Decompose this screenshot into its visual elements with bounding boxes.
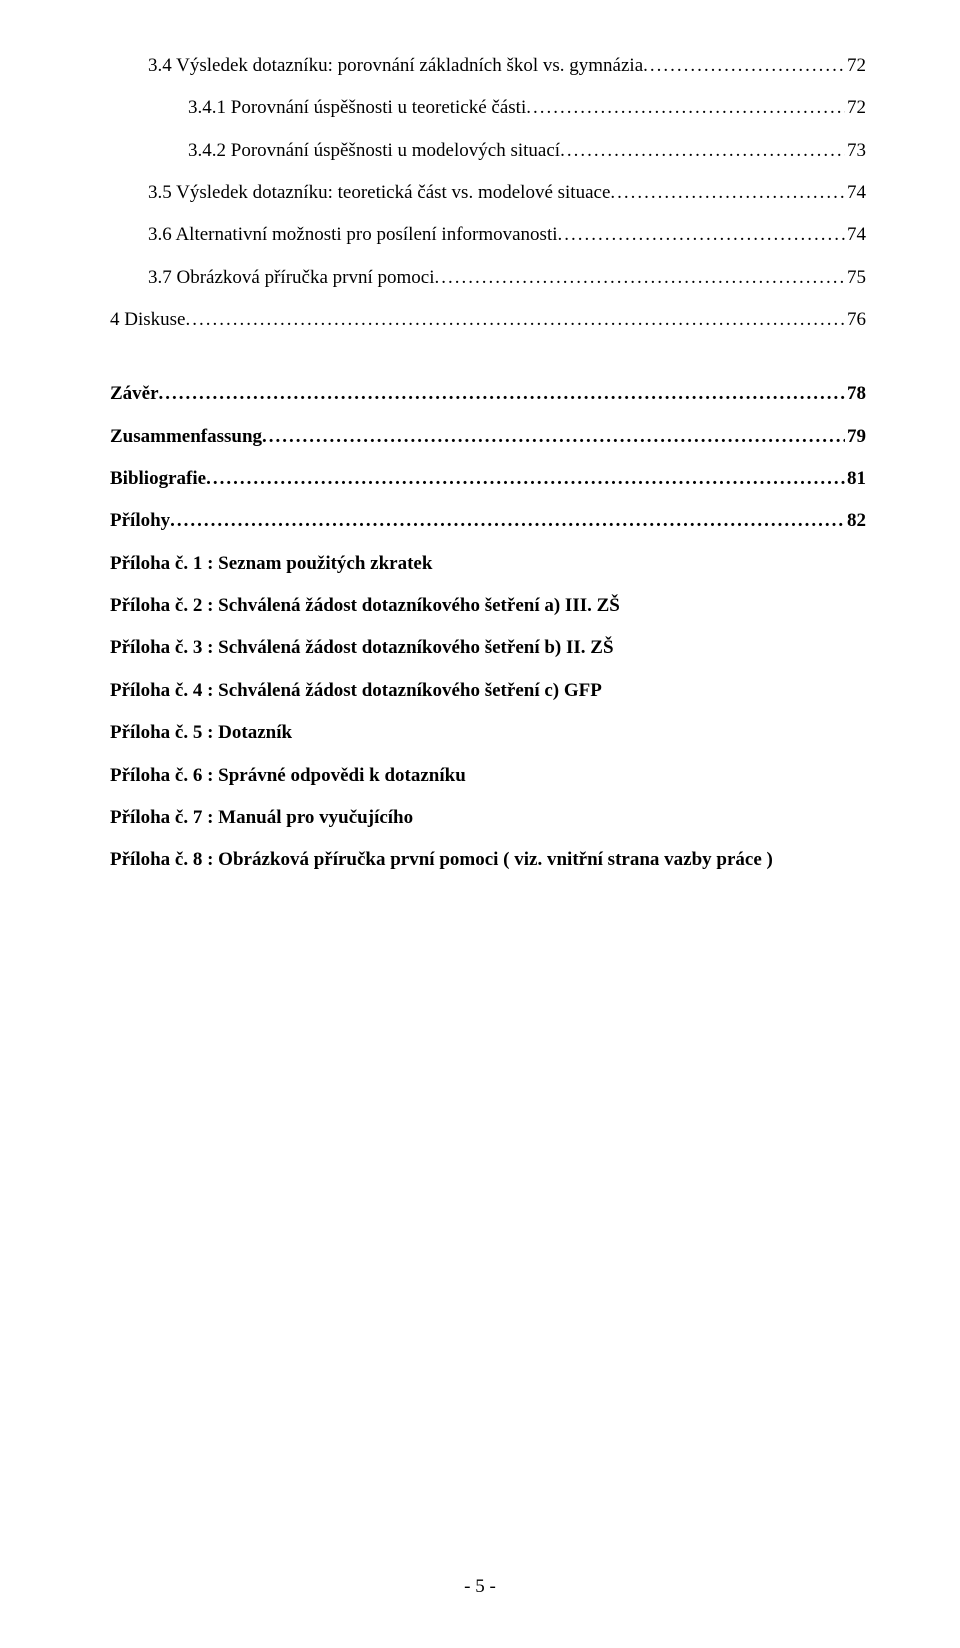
- toc-section-bold: Závěr 78 Zusammenfassung 79 Bibliografie 81 Př…: [110, 378, 866, 536]
- toc-line: 3.7 Obrázková příručka první pomoci 75: [110, 262, 866, 293]
- toc-leader-dots: [526, 92, 845, 123]
- toc-label: 3.5 Výsledek dotazníku: teoretická část …: [148, 177, 610, 208]
- attachment-line: Příloha č. 4 : Schválená žádost dotazník…: [110, 675, 866, 706]
- toc-leader-dots: [185, 304, 845, 335]
- attachments-list: Příloha č. 1 : Seznam použitých zkratek P…: [110, 548, 866, 876]
- attachment-line: Příloha č. 8 : Obrázková příručka první …: [110, 844, 866, 875]
- toc-page-number: 74: [845, 177, 866, 208]
- toc-line: 3.6 Alternativní možnosti pro posílení i…: [110, 219, 866, 250]
- toc-leader-dots: [558, 219, 845, 250]
- attachment-line: Příloha č. 6 : Správné odpovědi k dotazn…: [110, 760, 866, 791]
- toc-page-number: 72: [845, 50, 866, 81]
- toc-label: Přílohy: [110, 505, 170, 536]
- toc-line: Přílohy 82: [110, 505, 866, 536]
- toc-label: Bibliografie: [110, 463, 206, 494]
- toc-page-number: 81: [845, 463, 866, 494]
- document-page: 3.4 Výsledek dotazníku: porovnání základ…: [0, 0, 960, 1648]
- toc-page-number: 76: [845, 304, 866, 335]
- toc-leader-dots: [435, 262, 846, 293]
- toc-line: Bibliografie 81: [110, 463, 866, 494]
- toc-line: Závěr 78: [110, 378, 866, 409]
- toc-label: 3.4 Výsledek dotazníku: porovnání základ…: [148, 50, 643, 81]
- page-number: - 5 -: [0, 1571, 960, 1602]
- toc-leader-dots: [159, 378, 845, 409]
- toc-leader-dots: [643, 50, 845, 81]
- attachment-line: Příloha č. 1 : Seznam použitých zkratek: [110, 548, 866, 579]
- toc-page-number: 78: [845, 378, 866, 409]
- toc-leader-dots: [262, 421, 845, 452]
- toc-label: Závěr: [110, 378, 159, 409]
- toc-page-number: 75: [845, 262, 866, 293]
- toc-line: 3.4.2 Porovnání úspěšnosti u modelových …: [110, 135, 866, 166]
- toc-page-number: 82: [845, 505, 866, 536]
- attachment-line: Příloha č. 2 : Schválená žádost dotazník…: [110, 590, 866, 621]
- toc-label: 4 Diskuse: [110, 304, 185, 335]
- toc-page-number: 72: [845, 92, 866, 123]
- toc-line: 3.5 Výsledek dotazníku: teoretická část …: [110, 177, 866, 208]
- toc-line: 3.4.1 Porovnání úspěšnosti u teoretické …: [110, 92, 866, 123]
- toc-section: 3.4 Výsledek dotazníku: porovnání základ…: [110, 50, 866, 335]
- toc-leader-dots: [170, 505, 845, 536]
- attachment-line: Příloha č. 3 : Schválená žádost dotazník…: [110, 632, 866, 663]
- toc-label: 3.6 Alternativní možnosti pro posílení i…: [148, 219, 558, 250]
- attachment-line: Příloha č. 7 : Manuál pro vyučujícího: [110, 802, 866, 833]
- toc-page-number: 73: [845, 135, 866, 166]
- toc-line: 3.4 Výsledek dotazníku: porovnání základ…: [110, 50, 866, 81]
- toc-page-number: 79: [845, 421, 866, 452]
- toc-leader-dots: [206, 463, 845, 494]
- toc-label: 3.4.2 Porovnání úspěšnosti u modelových …: [188, 135, 560, 166]
- toc-page-number: 74: [845, 219, 866, 250]
- toc-label: 3.7 Obrázková příručka první pomoci: [148, 262, 435, 293]
- toc-line: Zusammenfassung 79: [110, 421, 866, 452]
- toc-leader-dots: [560, 135, 845, 166]
- toc-label: 3.4.1 Porovnání úspěšnosti u teoretické …: [188, 92, 526, 123]
- spacer: [110, 346, 866, 378]
- attachment-line: Příloha č. 5 : Dotazník: [110, 717, 866, 748]
- toc-label: Zusammenfassung: [110, 421, 262, 452]
- toc-leader-dots: [610, 177, 845, 208]
- toc-line: 4 Diskuse 76: [110, 304, 866, 335]
